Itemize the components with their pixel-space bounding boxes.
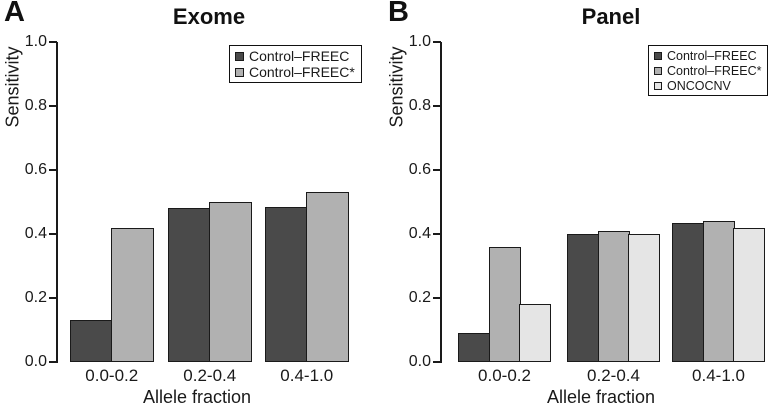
bar-Control–FREEC-0.2-0.4 <box>567 234 599 362</box>
panel-exome: A Exome Sensitivity 1.0 0.8 0.6 0.4 0.2 0.0 0… <box>2 0 362 407</box>
legend-swatch-icon <box>235 67 244 77</box>
y-tick-mark <box>433 41 441 43</box>
legend-entry: Control–FREEC* <box>654 63 761 78</box>
x-category-label: 0.0-0.2 <box>478 366 531 385</box>
bar-Control–FREEC*-0.2-0.4 <box>597 231 630 362</box>
legend-label: ONCOCNV <box>667 78 731 93</box>
bar-Control–FREEC*-0.4-1.0 <box>702 221 735 362</box>
bar-group-0.4-1.0 <box>265 192 349 362</box>
x-category-label: 0.4-1.0 <box>280 366 334 385</box>
y-tick-label: 0.6 <box>408 161 431 178</box>
panel-panel: B Panel Sensitivity 1.0 0.8 0.6 0.4 0.2 0.0 0… <box>384 0 768 410</box>
legend-swatch-icon <box>654 81 662 90</box>
legend-swatch-icon <box>654 66 662 75</box>
bar-Control–FREEC*-0.4-1.0 <box>306 192 349 362</box>
y-tick-mark <box>433 361 441 363</box>
bar-group-0.4-1.0 <box>672 221 765 362</box>
panel-title-panel: Panel <box>581 4 641 29</box>
x-axis-label: Allele fraction <box>142 387 252 407</box>
legend-swatch-icon <box>654 51 662 60</box>
bar-group-0.0-0.2 <box>70 228 154 362</box>
y-axis-label: Sensitivity <box>386 46 407 128</box>
y-tick-mark <box>49 297 57 299</box>
bar-group-0.2-0.4 <box>168 202 252 362</box>
y-tick-label: 0.0 <box>24 353 47 370</box>
legend-swatch-icon <box>235 51 244 61</box>
legend: Control–FREEC Control–FREEC* <box>229 45 362 83</box>
y-tick-label: 0.4 <box>24 225 47 242</box>
y-tick-label: 1.0 <box>24 33 47 50</box>
legend-entry: ONCOCNV <box>654 78 761 93</box>
y-axis <box>440 42 442 363</box>
legend-label: Control–FREEC <box>249 48 350 64</box>
y-tick-mark <box>433 233 441 235</box>
y-tick-mark <box>433 169 441 171</box>
x-category-label: 0.0-0.2 <box>85 366 139 385</box>
bar-Control–FREEC-0.0-0.2 <box>70 320 113 362</box>
bar-Control–FREEC-0.4-1.0 <box>672 223 704 362</box>
bar-group-0.0-0.2 <box>458 247 551 362</box>
y-tick-label: 1.0 <box>408 33 431 50</box>
legend-entry: Control–FREEC <box>654 48 761 63</box>
bar-Control–FREEC*-0.2-0.4 <box>209 202 252 362</box>
y-tick-label: 0.8 <box>24 97 47 114</box>
x-category-label: 0.2-0.4 <box>587 366 640 385</box>
y-tick-mark <box>49 41 57 43</box>
bar-Control–FREEC*-0.0-0.2 <box>488 247 521 362</box>
legend-entry: Control–FREEC <box>235 48 355 64</box>
y-tick-label: 0.2 <box>408 289 431 306</box>
x-category-label: 0.4-1.0 <box>692 366 745 385</box>
bar-ONCOCNV-0.4-1.0 <box>733 228 765 362</box>
bar-ONCOCNV-0.2-0.4 <box>628 234 660 362</box>
panel-letter-a: A <box>4 0 25 28</box>
y-tick-label: 0.2 <box>24 289 47 306</box>
bar-Control–FREEC-0.2-0.4 <box>168 208 211 362</box>
y-tick-mark <box>433 297 441 299</box>
y-tick-label: 0.8 <box>408 97 431 114</box>
y-tick-label: 0.4 <box>408 225 431 242</box>
y-axis-label: Sensitivity <box>2 46 23 128</box>
bar-ONCOCNV-0.0-0.2 <box>519 304 551 362</box>
y-tick-label: 0.0 <box>408 353 431 370</box>
y-tick-mark <box>49 361 57 363</box>
y-tick-mark <box>49 105 57 107</box>
x-axis-label: Allele fraction <box>546 387 656 407</box>
y-tick-mark <box>49 233 57 235</box>
y-axis <box>56 42 58 363</box>
bar-group-0.2-0.4 <box>567 231 660 362</box>
panel-title-exome: Exome <box>172 4 246 29</box>
legend-label: Control–FREEC <box>667 48 757 63</box>
y-tick-mark <box>49 169 57 171</box>
legend-entry: Control–FREEC* <box>235 64 355 80</box>
legend-label: Control–FREEC* <box>249 64 355 80</box>
legend-label: Control–FREEC* <box>667 63 762 78</box>
y-tick-mark <box>433 105 441 107</box>
bar-Control–FREEC-0.4-1.0 <box>265 207 308 362</box>
x-category-label: 0.2-0.4 <box>183 366 237 385</box>
bar-Control–FREEC*-0.0-0.2 <box>111 228 154 362</box>
y-tick-label: 0.6 <box>24 161 47 178</box>
bar-Control–FREEC-0.0-0.2 <box>458 333 490 362</box>
panel-letter-b: B <box>388 0 409 28</box>
legend: Control–FREEC Control–FREEC* ONCOCNV <box>648 45 768 96</box>
